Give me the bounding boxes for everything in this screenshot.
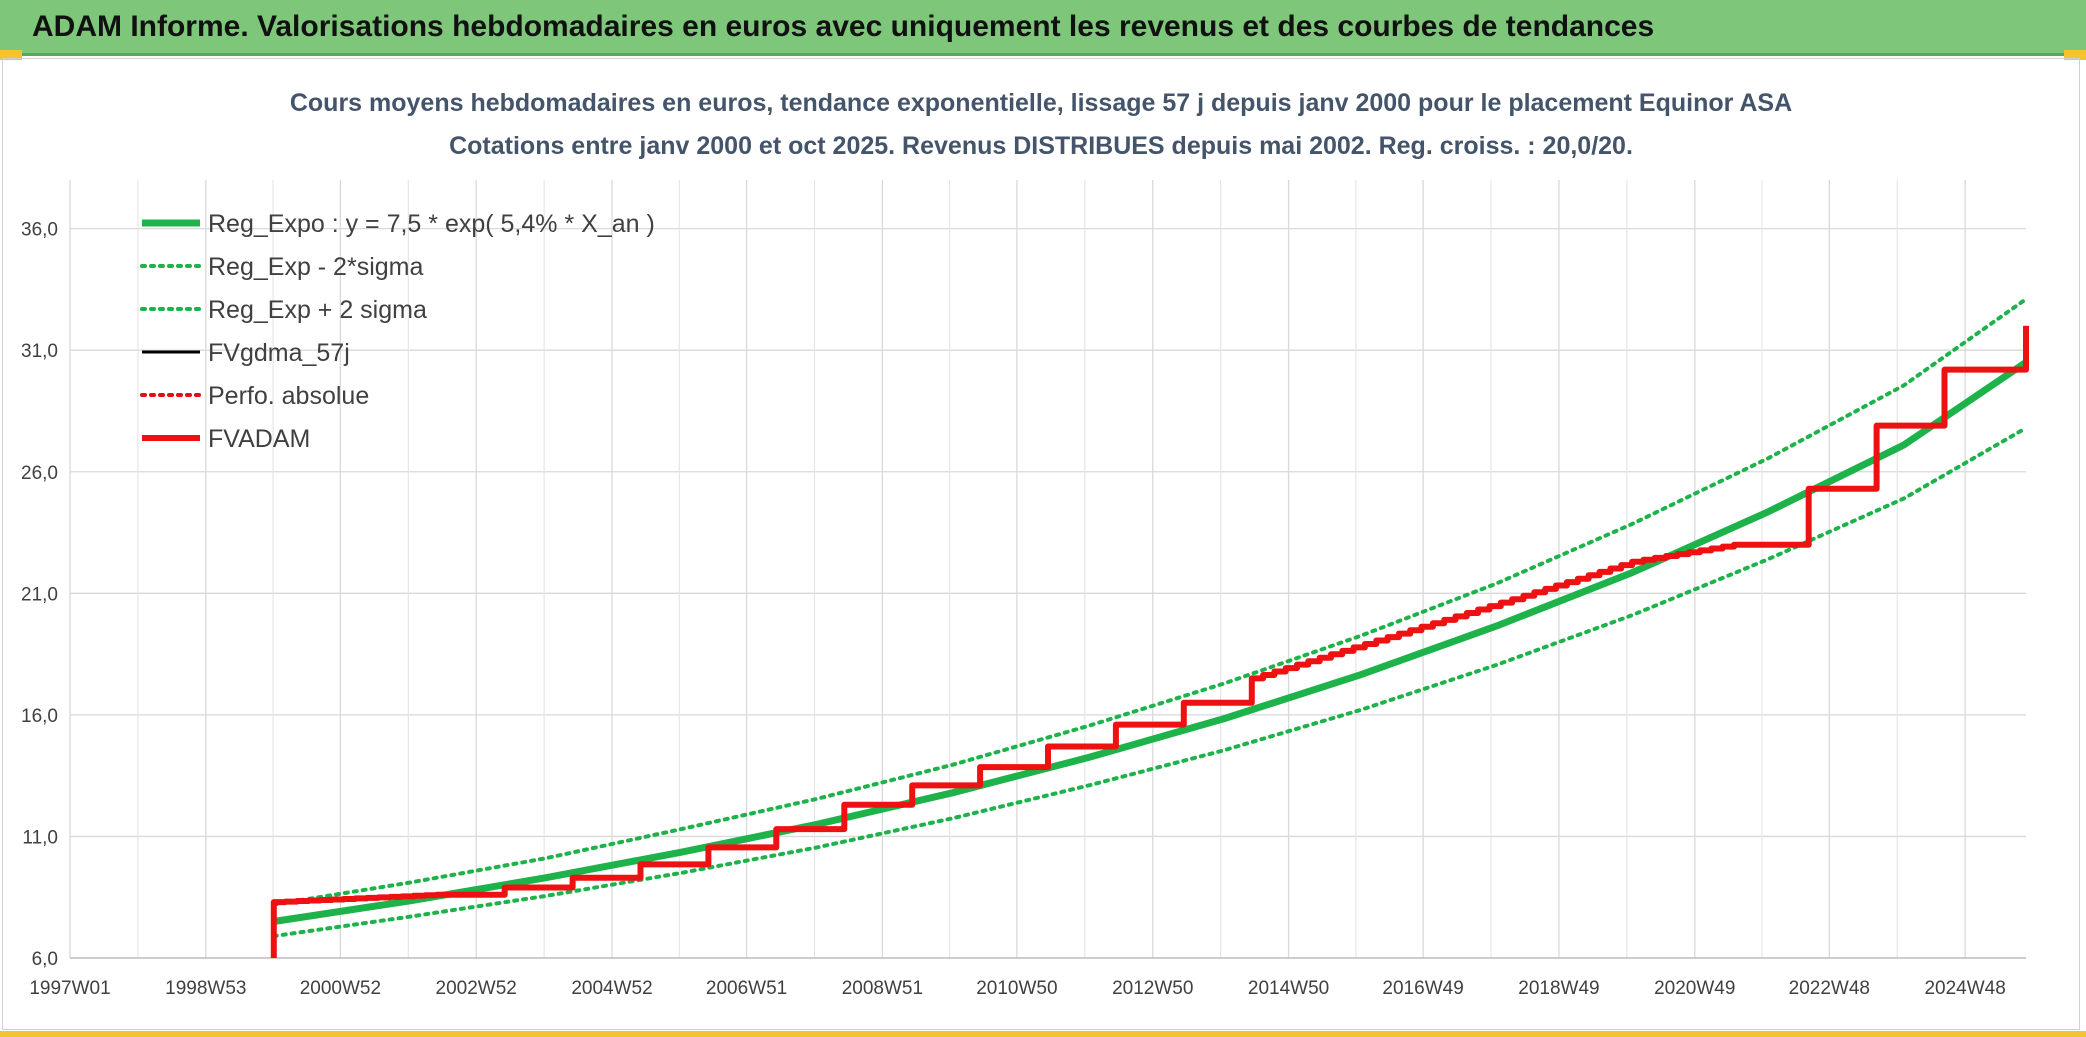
- x-tick-label: 2024W48: [1924, 978, 2005, 999]
- x-tick-label: 2000W52: [300, 978, 381, 999]
- y-tick-label: 21,0: [21, 584, 58, 605]
- x-tick-label: 2014W50: [1248, 978, 1329, 999]
- x-tick-label: 2010W50: [976, 978, 1057, 999]
- legend-label: Reg_Exp + 2 sigma: [208, 296, 427, 324]
- y-tick-label: 26,0: [21, 463, 58, 484]
- series-line-reg-expo-y-7-5-exp-5-4-x-an: [273, 359, 2028, 925]
- chart-title: Cours moyens hebdomadaires en euros, ten…: [290, 89, 1792, 117]
- legend-label: Reg_Expo : y = 7,5 * exp( 5,4% * X_an ): [208, 210, 655, 238]
- x-tick-label: 2008W51: [842, 978, 923, 999]
- series-line-reg-exp-2-sigma: [271, 297, 2028, 907]
- legend-label: FVADAM: [208, 425, 310, 453]
- legend-label: Perfo. absolue: [208, 382, 369, 410]
- chart-subtitle: Cotations entre janv 2000 et oct 2025. R…: [449, 132, 1633, 160]
- axes: 6,0 11,0 16,0 21,0 26,0 31,0 36,0 1997W01 1998W5…: [21, 220, 2026, 999]
- series-line-reg-exp-2-sigma: [271, 426, 2028, 939]
- x-tick-label: 2006W51: [706, 978, 787, 999]
- series-layer: [270, 297, 2029, 958]
- bottom-accent-bar: [0, 1031, 2086, 1037]
- y-tick-label: 31,0: [21, 341, 58, 362]
- x-tick-label: 2016W49: [1382, 978, 1463, 999]
- x-tick-label: 2022W48: [1789, 978, 1870, 999]
- report-header: ADAM Informe. Valorisations hebdomadaire…: [0, 0, 2086, 60]
- series-line-fvadam: [270, 325, 2029, 958]
- legend-label: FVgdma_57j: [208, 339, 350, 367]
- x-tick-label: 1997W01: [29, 978, 110, 999]
- grid: [69, 180, 2026, 959]
- x-tick-label: 1998W53: [165, 978, 246, 999]
- legend: Reg_Expo : y = 7,5 * exp( 5,4% * X_an ) R…: [140, 210, 655, 453]
- x-tick-label: 2018W49: [1518, 978, 1599, 999]
- y-tick-label: 11,0: [22, 827, 58, 848]
- series-line-fvgdma-57j: [273, 325, 2028, 904]
- x-tick-label: 2012W50: [1112, 978, 1193, 999]
- y-tick-label: 16,0: [21, 706, 58, 727]
- y-tick-label: 6,0: [32, 949, 58, 970]
- chart-frame: [2, 58, 2080, 1030]
- report-title: ADAM Informe. Valorisations hebdomadaire…: [32, 10, 1655, 43]
- y-tick-label: 36,0: [21, 220, 58, 241]
- header-accent-right: [2064, 50, 2086, 60]
- header-accent-left: [0, 50, 22, 60]
- x-tick-label: 2020W49: [1654, 978, 1735, 999]
- x-tick-label: 2004W52: [571, 978, 652, 999]
- series-line-perfo-absolue: [271, 323, 2028, 905]
- legend-label: Reg_Exp - 2*sigma: [208, 253, 423, 281]
- x-tick-label: 2002W52: [436, 978, 517, 999]
